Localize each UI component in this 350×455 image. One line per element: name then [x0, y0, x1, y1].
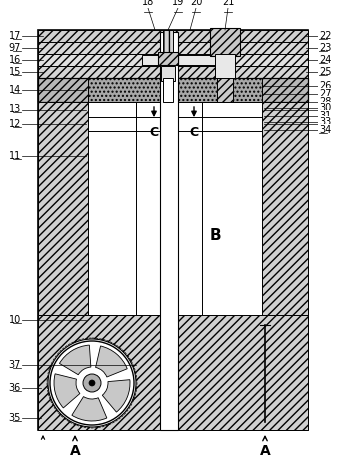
Text: 12: 12 — [9, 119, 21, 129]
Text: A: A — [260, 444, 270, 455]
Text: 17: 17 — [9, 31, 21, 41]
Bar — [88, 102, 136, 315]
Text: 31: 31 — [319, 111, 331, 121]
Wedge shape — [54, 374, 80, 408]
Text: 14: 14 — [9, 85, 21, 95]
Text: A: A — [70, 444, 80, 455]
Bar — [38, 315, 308, 430]
Text: 32: 32 — [319, 119, 331, 129]
Bar — [215, 54, 235, 78]
Text: 29: 29 — [319, 105, 331, 115]
Bar — [38, 102, 88, 315]
Wedge shape — [72, 397, 107, 421]
Bar — [38, 42, 308, 54]
Bar — [217, 78, 233, 102]
Text: 25: 25 — [319, 67, 331, 77]
Text: 97: 97 — [9, 43, 21, 53]
Bar — [202, 102, 262, 315]
Bar — [163, 30, 173, 78]
Text: 27: 27 — [319, 89, 331, 99]
Text: 24: 24 — [319, 55, 331, 65]
Text: 16: 16 — [9, 55, 21, 65]
Text: 15: 15 — [9, 67, 21, 77]
Text: 33: 33 — [319, 117, 331, 127]
Bar — [38, 54, 308, 66]
Text: 28: 28 — [319, 97, 331, 107]
Text: 20: 20 — [190, 0, 202, 7]
Bar — [262, 102, 308, 315]
Bar — [38, 78, 308, 102]
Bar — [161, 66, 175, 81]
Text: 11: 11 — [9, 151, 21, 161]
Bar — [160, 32, 178, 430]
Wedge shape — [96, 346, 127, 377]
Text: 26: 26 — [319, 81, 331, 91]
Text: C: C — [189, 126, 198, 139]
Bar — [136, 102, 202, 315]
Text: 34: 34 — [319, 125, 331, 135]
Wedge shape — [60, 345, 91, 375]
Bar — [88, 78, 262, 102]
Text: 13: 13 — [9, 105, 21, 115]
Bar — [38, 30, 308, 42]
Circle shape — [83, 374, 101, 392]
Text: 18: 18 — [142, 0, 154, 7]
Text: 37: 37 — [9, 360, 21, 370]
Circle shape — [48, 339, 136, 427]
Bar — [158, 52, 178, 65]
Text: 22: 22 — [319, 31, 331, 41]
Text: 30: 30 — [319, 103, 331, 113]
Bar — [38, 66, 308, 78]
Wedge shape — [102, 379, 130, 412]
Text: 21: 21 — [222, 0, 234, 7]
Circle shape — [89, 380, 95, 386]
Bar — [142, 55, 227, 65]
Text: 23: 23 — [319, 43, 331, 53]
Text: 35: 35 — [9, 413, 21, 423]
Text: B: B — [209, 228, 221, 243]
Text: 19: 19 — [172, 0, 184, 7]
Bar — [38, 30, 308, 430]
Bar — [163, 78, 173, 102]
Bar — [210, 28, 240, 56]
Text: C: C — [149, 126, 159, 139]
Text: 36: 36 — [9, 383, 21, 393]
Text: 10: 10 — [9, 315, 21, 325]
